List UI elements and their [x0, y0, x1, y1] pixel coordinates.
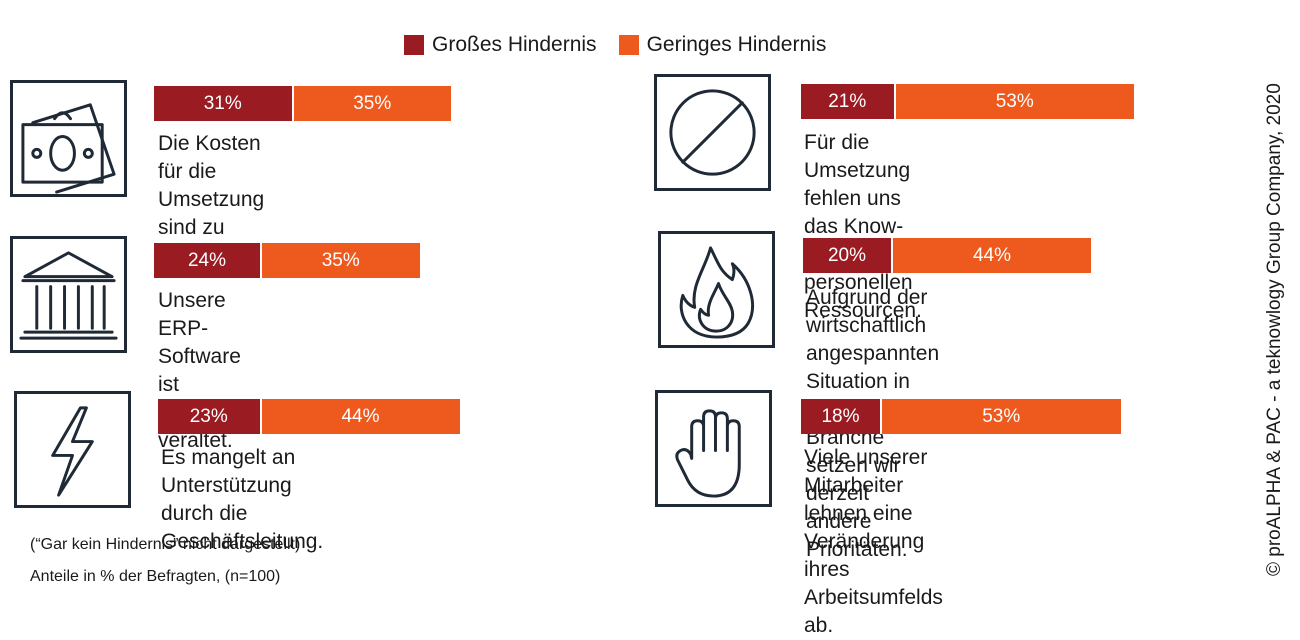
- fire-icon: [658, 231, 775, 348]
- category-label: Viele unserer Mitarbeiter lehnen eine Ve…: [804, 446, 943, 637]
- bar-segment-big: 31%: [154, 86, 294, 121]
- legend-item-small: Geringes Hindernis: [618, 33, 827, 57]
- stop-hand-icon: [655, 390, 772, 507]
- lightning-icon: [14, 391, 131, 508]
- bar-segment-small: 44%: [893, 238, 1091, 273]
- bar-segment-big: 18%: [801, 399, 882, 434]
- bar-segment-small: 35%: [262, 243, 420, 278]
- bar-segment-small: 35%: [293, 86, 451, 121]
- stacked-bar: 24% 35%: [154, 243, 420, 278]
- prohibited-icon: [654, 74, 771, 191]
- bank-icon: [10, 236, 127, 353]
- stacked-bar: 23% 44%: [158, 399, 460, 434]
- footnote-sample: Anteile in % der Befragten, (n=100): [30, 568, 281, 585]
- stacked-bar: 20% 44%: [803, 238, 1091, 273]
- legend: Großes Hindernis Geringes Hindernis: [404, 33, 848, 57]
- bar-segment-small: 53%: [882, 399, 1121, 434]
- bar-segment-small: 53%: [895, 84, 1134, 119]
- bar-segment-big: 20%: [803, 238, 893, 273]
- bar-segment-big: 23%: [158, 399, 262, 434]
- footnote-excluded: (“Gar kein Hindernis” nicht dargestellt): [30, 536, 301, 553]
- money-icon: [10, 80, 127, 197]
- stacked-bar: 18% 53%: [801, 399, 1121, 434]
- copyright-credit: © proALPHA & PAC - a teknowlogy Group Co…: [1264, 83, 1285, 576]
- stacked-bar: 21% 53%: [801, 84, 1134, 119]
- legend-label-small: Geringes Hindernis: [646, 33, 827, 56]
- bar-segment-big: 21%: [801, 84, 896, 119]
- legend-item-big: Großes Hindernis: [404, 33, 597, 57]
- legend-swatch-small: [618, 35, 639, 55]
- bar-segment-big: 24%: [154, 243, 262, 278]
- category-label: Es mangelt an Unterstützung durch die Ge…: [161, 446, 324, 553]
- legend-swatch-big: [404, 35, 424, 55]
- legend-label-big: Großes Hindernis: [432, 33, 597, 56]
- bar-segment-small: 44%: [261, 399, 460, 434]
- stacked-bar: 31% 35%: [154, 86, 451, 121]
